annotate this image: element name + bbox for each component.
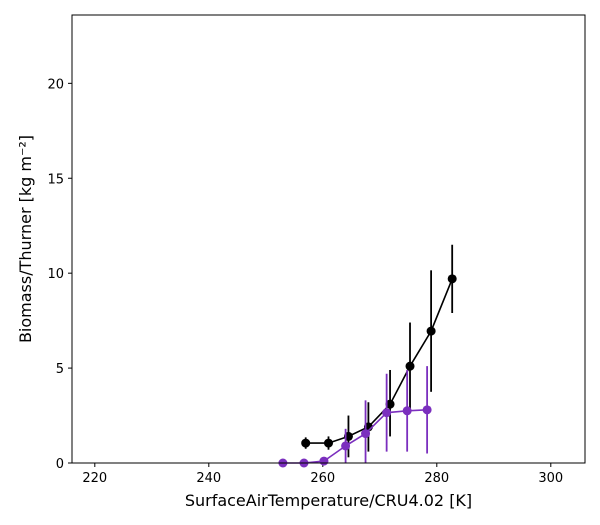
y-axis-label: Biomass/Thurner [kg m⁻²]: [16, 135, 35, 343]
y-tick-label: 20: [47, 77, 64, 92]
data-point: [402, 406, 412, 416]
series-1: [301, 244, 457, 458]
data-point: [426, 326, 436, 336]
data-point: [301, 438, 311, 448]
x-tick-label: 240: [196, 471, 221, 486]
x-tick-label: 300: [538, 471, 563, 486]
y-tick-label: 5: [56, 362, 64, 377]
data-point: [447, 274, 457, 284]
ticks-layer: 220 240 260 280 300 0 5 10 15 20: [47, 77, 563, 486]
plot-frame: [71, 14, 586, 464]
x-tick-label: 260: [310, 471, 335, 486]
y-tick-label: 10: [47, 267, 64, 282]
x-tick-label: 280: [424, 471, 449, 486]
data-point: [341, 441, 351, 451]
data-point: [319, 456, 329, 466]
y-tick-label: 0: [56, 457, 64, 472]
data-point: [361, 429, 371, 439]
data-point: [382, 408, 392, 418]
data-point: [405, 361, 415, 371]
x-axis-label: SurfaceAirTemperature/CRU4.02 [K]: [185, 491, 472, 510]
data-point: [324, 438, 333, 448]
data-point: [385, 399, 395, 409]
y-tick-label: 15: [47, 172, 64, 187]
data-point: [422, 405, 432, 415]
x-tick-label: 220: [82, 471, 107, 486]
